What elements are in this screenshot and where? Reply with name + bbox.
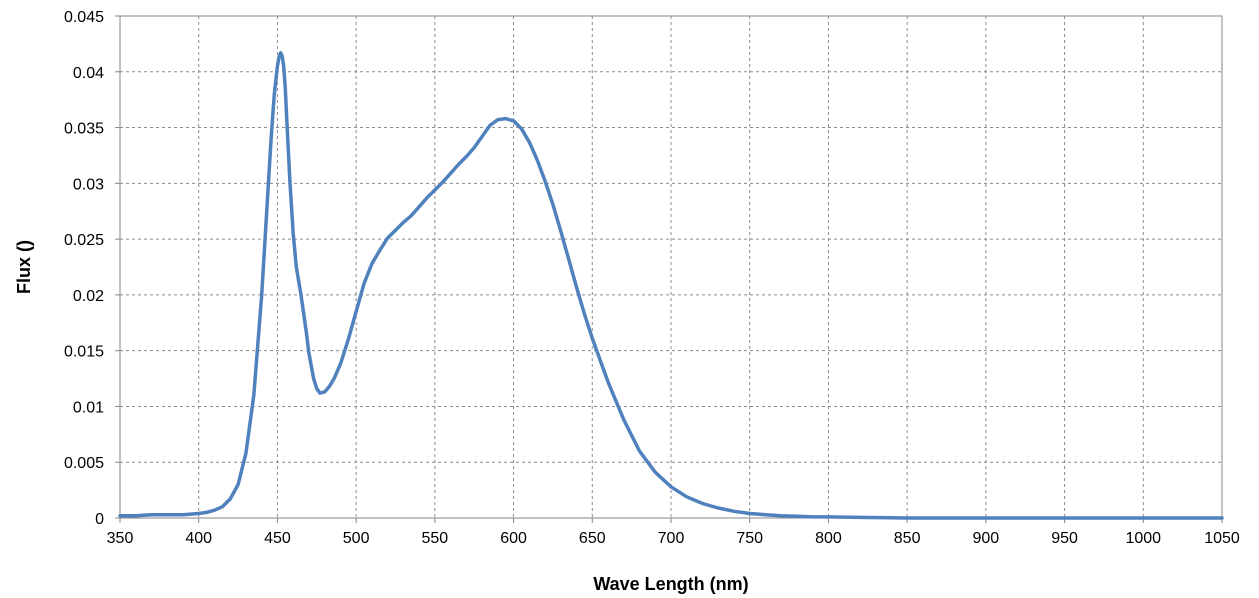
y-tick-label: 0.01 [73,399,104,416]
x-tick-label: 850 [894,530,921,547]
y-axis-ticks: 0 0.005 0.01 0.015 0.02 0.025 0.03 0.035 0.04 0.0… [64,9,120,528]
grid [120,16,1222,518]
x-tick-label: 550 [422,530,449,547]
x-tick-label: 1000 [1125,530,1161,547]
x-tick-label: 400 [185,530,212,547]
x-tick-label: 1050 [1204,530,1240,547]
y-tick-label: 0.045 [64,9,104,26]
y-tick-label: 0.005 [64,455,104,472]
y-axis-title: Flux () [14,240,34,294]
x-tick-label: 650 [579,530,606,547]
x-axis-ticks: 350 400 450 500 550 600 650 700 750 800 850 900 950 1… [107,518,1240,547]
series-group [118,51,1224,520]
x-tick-label: 950 [1051,530,1078,547]
x-tick-label: 450 [264,530,291,547]
x-tick-label: 600 [500,530,527,547]
series-line-0 [118,51,1224,520]
x-tick-label: 900 [973,530,1000,547]
x-tick-label: 350 [107,530,134,547]
y-tick-label: 0.015 [64,344,104,361]
x-tick-label: 700 [658,530,685,547]
y-tick-label: 0.02 [73,288,104,305]
x-axis-title: Wave Length (nm) [593,574,748,594]
y-tick-label: 0.035 [64,121,104,138]
y-tick-label: 0.03 [73,176,104,193]
y-tick-label: 0 [95,511,104,528]
y-tick-label: 0.04 [73,65,104,82]
y-tick-label: 0.025 [64,232,104,249]
x-tick-label: 500 [343,530,370,547]
x-tick-label: 800 [815,530,842,547]
x-tick-label: 750 [736,530,763,547]
